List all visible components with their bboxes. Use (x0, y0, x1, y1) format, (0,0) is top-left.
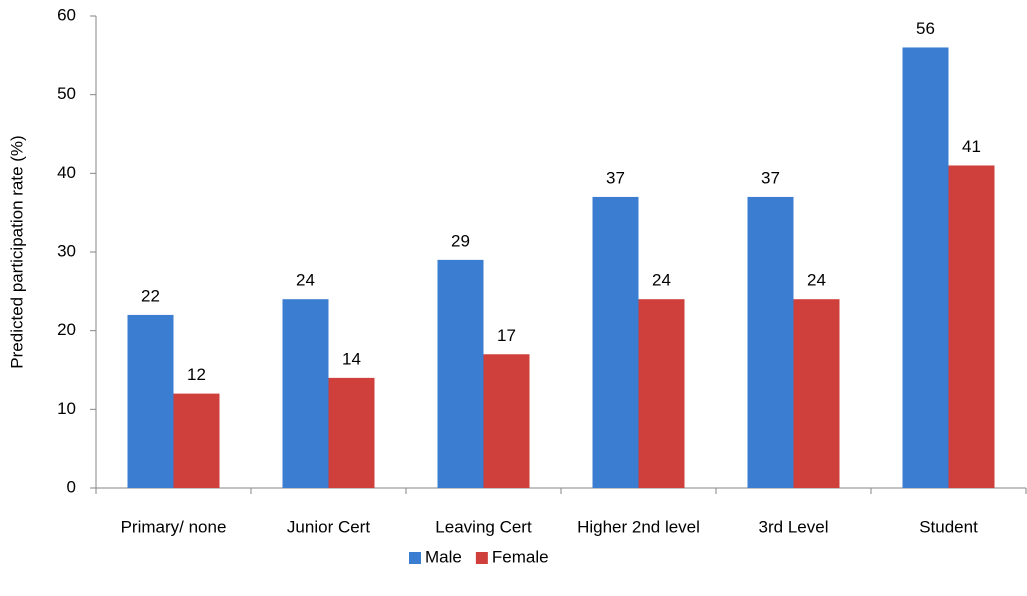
bar (638, 299, 685, 488)
x-tick-label: Leaving Cert (435, 517, 532, 536)
value-label: 37 (606, 168, 625, 187)
bar (127, 314, 174, 488)
value-label: 17 (497, 326, 516, 345)
bar (747, 196, 794, 488)
y-tick-label: 50 (57, 84, 76, 103)
value-label: 24 (807, 271, 826, 290)
y-tick-label: 20 (57, 320, 76, 339)
bar (282, 299, 329, 488)
y-tick-label: 0 (67, 477, 76, 496)
value-label: 24 (652, 271, 671, 290)
value-label: 41 (962, 137, 981, 156)
legend-swatch (475, 552, 488, 564)
value-label: 12 (187, 365, 206, 384)
x-tick-label: Primary/ none (121, 517, 227, 536)
legend-label: Male (425, 547, 462, 566)
value-label: 24 (296, 271, 315, 290)
value-label: 14 (342, 349, 361, 368)
value-label: 37 (761, 168, 780, 187)
legend-label: Female (492, 547, 549, 566)
y-axis-label: Predicted participation rate (%) (7, 135, 26, 368)
bar (948, 165, 995, 488)
value-label: 29 (451, 231, 470, 250)
bar (793, 299, 840, 488)
bar (592, 196, 639, 488)
y-tick-label: 60 (57, 5, 76, 24)
bar (437, 259, 484, 488)
legend-swatch (409, 552, 421, 564)
y-tick-label: 40 (57, 163, 76, 182)
bar (328, 377, 375, 488)
bar (173, 393, 220, 488)
x-tick-label: Junior Cert (287, 517, 370, 536)
x-tick-label: Student (919, 517, 978, 536)
value-label: 22 (141, 286, 160, 305)
y-tick-label: 10 (57, 399, 76, 418)
x-tick-label: 3rd Level (759, 517, 829, 536)
bar (902, 47, 949, 488)
y-tick-label: 30 (57, 241, 76, 260)
value-label: 56 (916, 19, 935, 38)
bar (483, 354, 530, 488)
x-tick-label: Higher 2nd level (577, 517, 700, 536)
